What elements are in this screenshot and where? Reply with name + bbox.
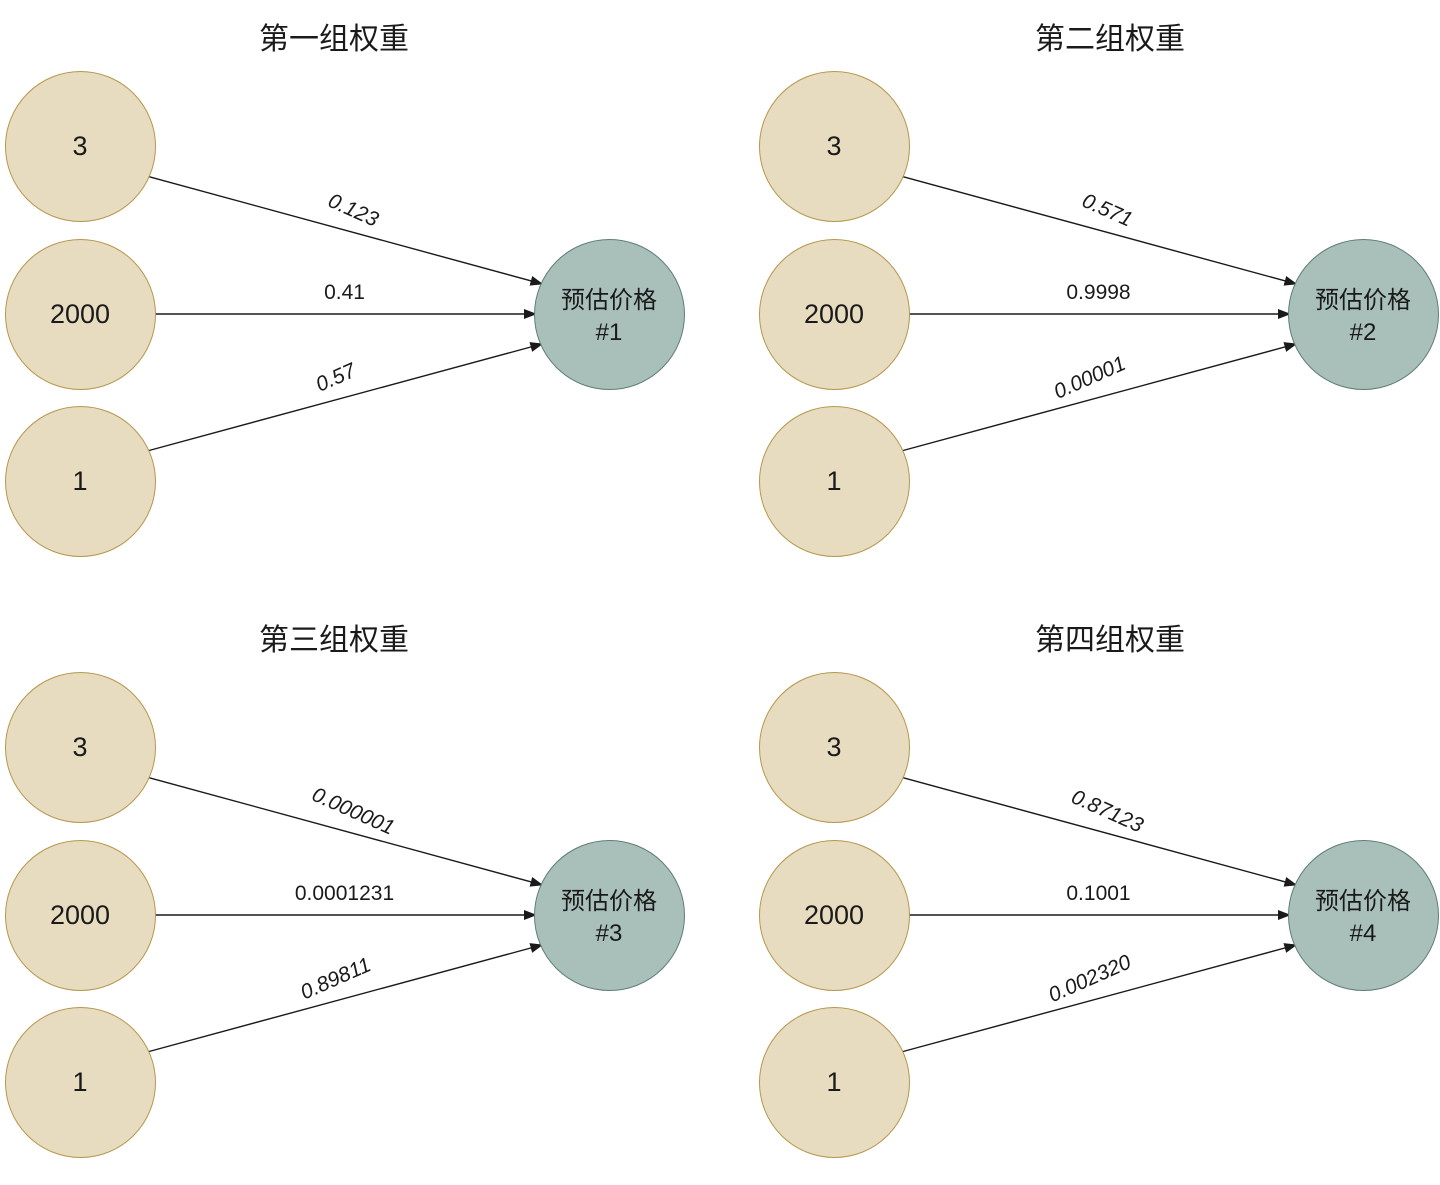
svg-text:0.9998: 0.9998 (1066, 281, 1130, 304)
svg-text:0.57: 0.57 (312, 359, 360, 397)
svg-text:0.0001231: 0.0001231 (295, 882, 394, 905)
svg-text:0.41: 0.41 (324, 281, 365, 304)
svg-text:0.1001: 0.1001 (1066, 882, 1130, 905)
svg-text:0.571: 0.571 (1079, 189, 1136, 231)
svg-text:0.000001: 0.000001 (309, 783, 398, 840)
svg-text:0.002320: 0.002320 (1045, 950, 1135, 1007)
svg-text:0.00001: 0.00001 (1050, 352, 1129, 404)
svg-text:0.123: 0.123 (325, 189, 383, 231)
svg-text:0.87123: 0.87123 (1068, 785, 1147, 837)
svg-text:0.89811: 0.89811 (297, 953, 374, 1004)
